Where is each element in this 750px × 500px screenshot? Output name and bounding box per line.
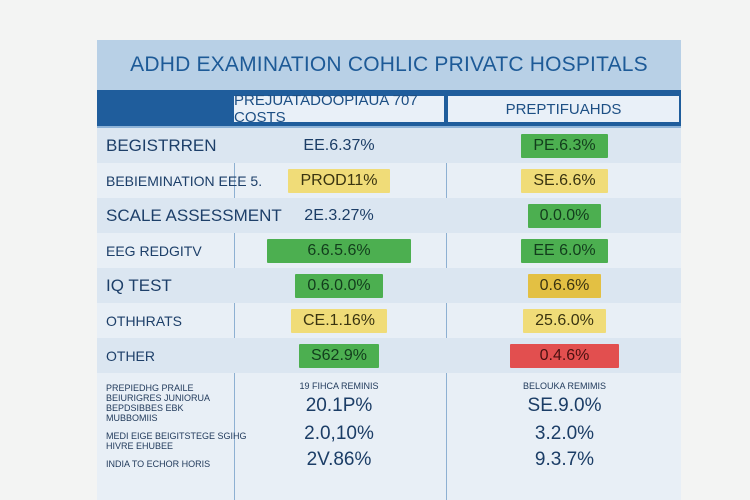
table-row: BEGISTRREN EE.6.37% PE.6.3% bbox=[97, 128, 681, 163]
header-divider bbox=[97, 126, 681, 128]
summary-cost-value: 2.0,10% bbox=[304, 423, 374, 444]
summary-col1-heading: 19 FIHCA REMINIS bbox=[299, 381, 379, 391]
summary-funds-value: 9.3.7% bbox=[534, 449, 595, 470]
cost-value: 0.6.0.0% bbox=[295, 273, 383, 298]
column-divider-1 bbox=[234, 128, 235, 500]
cost-value: 6.6.5.6% bbox=[267, 238, 411, 263]
summary-funds-value: SE.9.0% bbox=[527, 395, 602, 416]
funds-value: 25.6.0% bbox=[523, 308, 606, 333]
row-label: OTHHRATS bbox=[106, 312, 182, 329]
summary-section: PREPIEDHG PRAILE BEIURIGRES JUNIORUA BEP… bbox=[97, 373, 681, 500]
summary-funds-value: 3.2.0% bbox=[534, 423, 595, 444]
summary-notes-c: INDIA TO ECHOR HORIS bbox=[106, 459, 211, 469]
header-private-costs: PREJUATADOOPIAUA 707 COSTS bbox=[234, 92, 444, 126]
funds-value: 0.6.6% bbox=[527, 273, 602, 298]
summary-cost-value: 20.1P% bbox=[305, 395, 373, 416]
table-row: OTHHRATS CE.1.16% 25.6.0% bbox=[97, 303, 681, 338]
summary-col2-heading: BELOUKA REMIMIS bbox=[522, 381, 607, 391]
cost-value: S62.9% bbox=[298, 343, 380, 368]
table-row: EEG REDGITV 6.6.5.6% EE 6.0% bbox=[97, 233, 681, 268]
row-label: BEGISTRREN bbox=[106, 135, 217, 155]
cost-value: CE.1.16% bbox=[290, 308, 388, 333]
funds-value: SE.6.6% bbox=[521, 168, 608, 193]
table-title: ADHD EXAMINATION COHLIC PRIVATC HOSPITAL… bbox=[97, 40, 681, 90]
row-label: SCALE ASSESSMENT bbox=[106, 205, 282, 225]
table-row: BEBIEMINATION EEE 5. PROD11% SE.6.6% bbox=[97, 163, 681, 198]
row-label: BEBIEMINATION EEE 5. bbox=[106, 172, 263, 189]
row-label: EEG REDGITV bbox=[106, 242, 202, 259]
cost-value: PROD11% bbox=[288, 168, 390, 193]
row-label: IQ TEST bbox=[106, 275, 172, 295]
cost-value: 2E.3.27% bbox=[304, 206, 374, 224]
funds-value: 0.4.6% bbox=[509, 343, 620, 368]
funds-value: EE 6.0% bbox=[521, 238, 608, 263]
row-label: OTHER bbox=[106, 347, 155, 364]
summary-notes-a: PREPIEDHG PRAILE BEIURIGRES JUNIORUA BEP… bbox=[106, 383, 211, 423]
table-row: OTHER S62.9% 0.4.6% bbox=[97, 338, 681, 373]
header-prepti-funds: PREPTIFUAHDS bbox=[448, 96, 679, 122]
header-row: PREJUATADOOPIAUA 707 COSTS PREPTIFUAHDS bbox=[97, 90, 681, 128]
funds-value: PE.6.3% bbox=[521, 133, 608, 158]
funds-value: 0.0.0% bbox=[527, 203, 602, 228]
summary-notes-b: MEDI EIGE BEIGITSTEGE SGIHG HIVRE EHUBEE bbox=[106, 431, 247, 451]
table-row: SCALE ASSESSMENT 2E.3.27% 0.0.0% bbox=[97, 198, 681, 233]
cost-table-card: ADHD EXAMINATION COHLIC PRIVATC HOSPITAL… bbox=[97, 40, 681, 500]
table-row: IQ TEST 0.6.0.0% 0.6.6% bbox=[97, 268, 681, 303]
cost-value: EE.6.37% bbox=[303, 136, 375, 154]
summary-cost-value: 2V.86% bbox=[306, 449, 372, 470]
column-divider-2 bbox=[446, 128, 447, 500]
